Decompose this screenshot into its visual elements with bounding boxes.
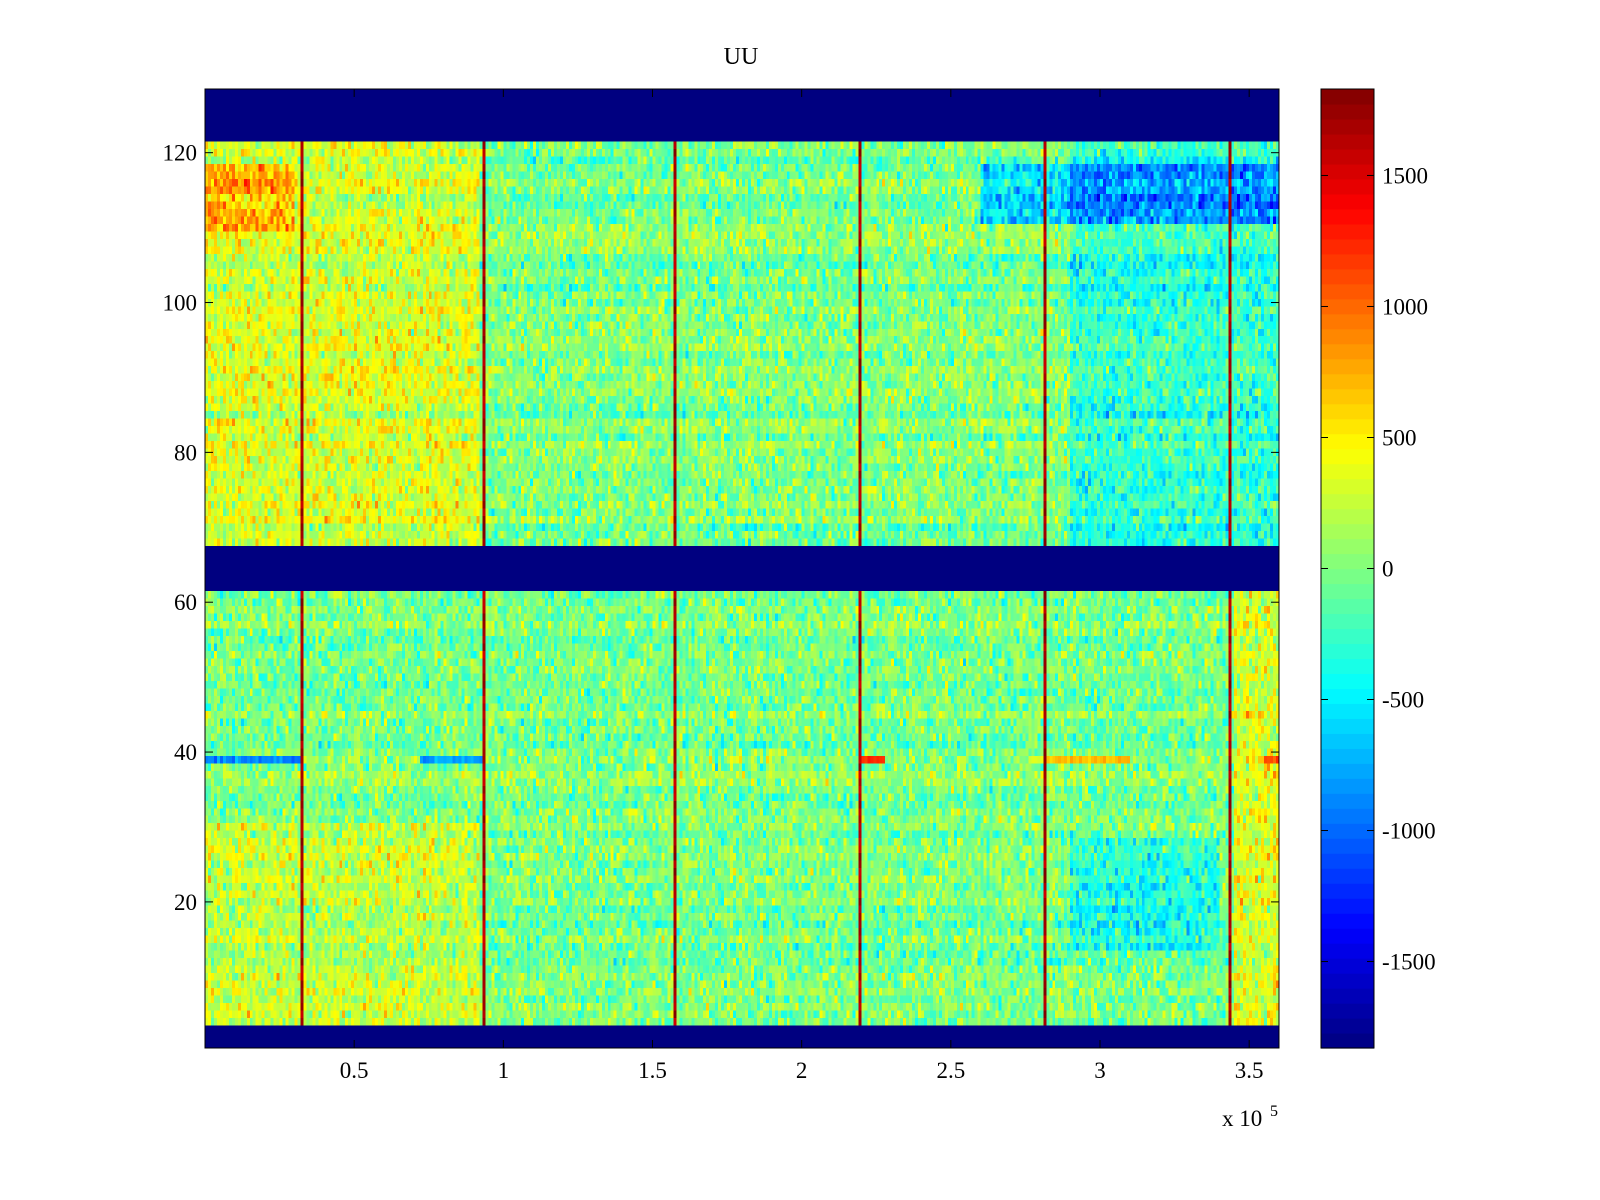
heatmap-cells bbox=[205, 89, 1279, 1048]
colorbar-segment bbox=[1321, 373, 1374, 390]
colorbar-segment bbox=[1321, 958, 1374, 974]
x-tick-label: 2 bbox=[796, 1058, 808, 1083]
colorbar bbox=[1321, 89, 1374, 1049]
x-axis: 0.5 1 1.5 2 2.5 3 3.5 bbox=[340, 89, 1264, 1083]
colorbar-segment bbox=[1321, 358, 1374, 375]
colorbar-segment bbox=[1321, 703, 1374, 719]
x-tick-label: 3.5 bbox=[1235, 1058, 1264, 1083]
colorbar-segment bbox=[1321, 403, 1374, 420]
colorbar-tick-label: -1000 bbox=[1382, 819, 1436, 844]
colorbar-segment bbox=[1321, 913, 1374, 929]
colorbar-segment bbox=[1321, 823, 1374, 839]
colorbar-segment bbox=[1321, 568, 1374, 585]
colorbar-segment bbox=[1321, 658, 1374, 674]
colorbar-segment bbox=[1321, 89, 1374, 105]
chart-title: UU bbox=[724, 44, 759, 70]
colorbar-segment bbox=[1321, 538, 1374, 555]
colorbar-segment bbox=[1321, 148, 1374, 165]
colorbar-segment bbox=[1321, 583, 1374, 600]
colorbar-segment bbox=[1321, 733, 1374, 749]
colorbar-segment bbox=[1321, 928, 1374, 944]
colorbar-segment bbox=[1321, 1018, 1374, 1034]
colorbar-tick-label: 0 bbox=[1382, 557, 1394, 582]
plot-area-frame bbox=[204, 88, 1280, 1049]
colorbar-segment bbox=[1321, 193, 1374, 210]
colorbar-segment bbox=[1321, 163, 1374, 180]
x-axis-multiplier: x 10 5 bbox=[1222, 1103, 1278, 1131]
colorbar-segment bbox=[1321, 778, 1374, 794]
colorbar-segment bbox=[1321, 523, 1374, 540]
colorbar-segment bbox=[1321, 283, 1374, 300]
colorbar-segment bbox=[1321, 313, 1374, 330]
x-multiplier-exponent: 5 bbox=[1270, 1103, 1278, 1120]
colorbar-segment bbox=[1321, 463, 1374, 480]
colorbar-segment bbox=[1321, 868, 1374, 884]
colorbar-segment bbox=[1321, 208, 1374, 225]
colorbar-segment bbox=[1321, 748, 1374, 764]
colorbar-segment bbox=[1321, 1003, 1374, 1019]
x-tick-label: 2.5 bbox=[936, 1058, 965, 1083]
colorbar-segment bbox=[1321, 898, 1374, 914]
heatmap-image bbox=[205, 89, 1279, 1048]
y-tick-label: 100 bbox=[163, 291, 198, 316]
colorbar-segment bbox=[1321, 853, 1374, 869]
colorbar-segment bbox=[1321, 838, 1374, 854]
colorbar-segment bbox=[1321, 118, 1374, 135]
colorbar-tick-label: 500 bbox=[1382, 425, 1417, 450]
colorbar-segment bbox=[1321, 223, 1374, 240]
colorbar-segment bbox=[1321, 808, 1374, 824]
colorbar-segment bbox=[1321, 493, 1374, 510]
colorbar-segment bbox=[1321, 613, 1374, 630]
colorbar-segment bbox=[1321, 103, 1374, 120]
colorbar-segment bbox=[1321, 298, 1374, 315]
colorbar-segment bbox=[1321, 988, 1374, 1004]
colorbar-segment bbox=[1321, 943, 1374, 959]
colorbar-segment bbox=[1321, 643, 1374, 660]
x-tick-label: 1.5 bbox=[638, 1058, 667, 1083]
colorbar-segment bbox=[1321, 973, 1374, 989]
colorbar-segment bbox=[1321, 388, 1374, 405]
colorbar-tick-label: -500 bbox=[1382, 688, 1424, 713]
colorbar-segment bbox=[1321, 1033, 1374, 1049]
colorbar-segment bbox=[1321, 508, 1374, 525]
colorbar-tick-label: 1000 bbox=[1382, 294, 1428, 319]
colorbar-segment bbox=[1321, 688, 1374, 704]
y-tick-label: 20 bbox=[174, 890, 197, 915]
x-multiplier-base: x 10 bbox=[1222, 1106, 1262, 1131]
colorbar-axis: 1500 1000 500 0 -500 -1000 -1500 bbox=[1321, 163, 1436, 975]
colorbar-segment bbox=[1321, 763, 1374, 779]
x-tick-label: 0.5 bbox=[340, 1058, 369, 1083]
colorbar-segment bbox=[1321, 328, 1374, 345]
colorbar-segment bbox=[1321, 418, 1374, 435]
y-tick-label: 60 bbox=[174, 590, 197, 615]
x-tick-label: 3 bbox=[1094, 1058, 1106, 1083]
colorbar-tick-label: 1500 bbox=[1382, 163, 1428, 188]
colorbar-tick-label: -1500 bbox=[1382, 950, 1436, 975]
colorbar-segment bbox=[1321, 253, 1374, 270]
colorbar-segment bbox=[1321, 178, 1374, 195]
y-tick-label: 40 bbox=[174, 740, 197, 765]
colorbar-segment bbox=[1321, 553, 1374, 570]
colorbar-segment bbox=[1321, 718, 1374, 734]
colorbar-segment bbox=[1321, 448, 1374, 465]
colorbar-segment bbox=[1321, 793, 1374, 809]
colorbar-segment bbox=[1321, 478, 1374, 495]
colorbar-segment bbox=[1321, 883, 1374, 899]
colorbar-segment bbox=[1321, 343, 1374, 360]
colorbar-segment bbox=[1321, 673, 1374, 689]
colorbar-segment bbox=[1321, 268, 1374, 285]
colorbar-segment bbox=[1321, 238, 1374, 255]
colorbar-segment bbox=[1321, 598, 1374, 615]
y-tick-label: 80 bbox=[174, 440, 197, 465]
colorbar-segment bbox=[1321, 628, 1374, 645]
x-tick-label: 1 bbox=[498, 1058, 510, 1083]
y-tick-label: 120 bbox=[163, 141, 198, 166]
colorbar-segment bbox=[1321, 133, 1374, 150]
y-axis: 20 40 60 80 100 120 bbox=[163, 141, 1279, 915]
colorbar-segment bbox=[1321, 433, 1374, 450]
